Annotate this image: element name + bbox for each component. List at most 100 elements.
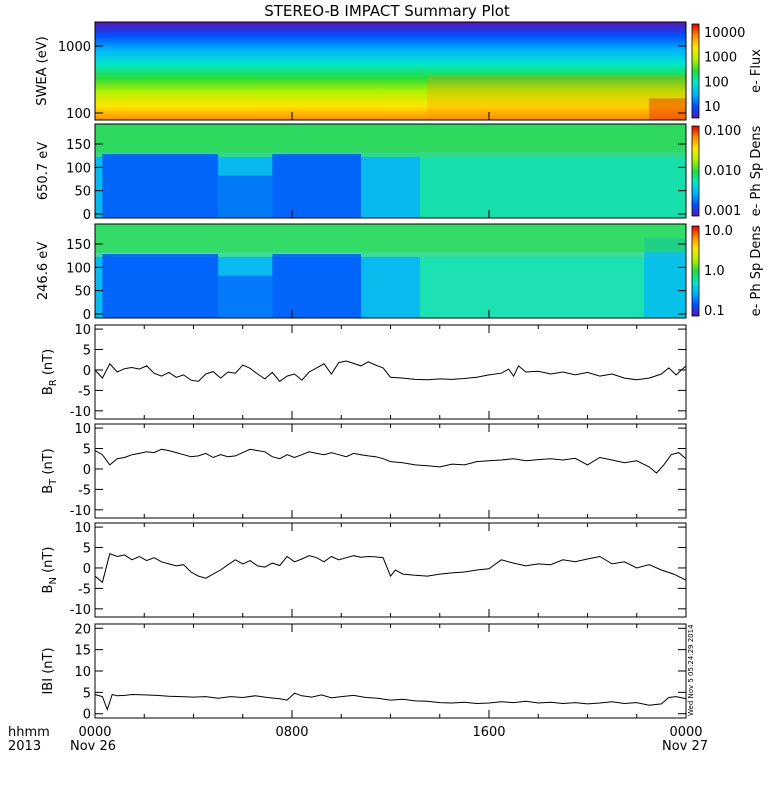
footer-date-end: Nov 27 xyxy=(662,739,708,754)
y-tick-label: 5 xyxy=(83,686,91,701)
colorbar-tick-label: 0.001 xyxy=(704,204,741,219)
y-tick-label: -5 xyxy=(78,384,91,399)
y-tick-label: 0 xyxy=(83,708,91,723)
y-axis-label: BT (nT) xyxy=(41,448,59,494)
colorbar xyxy=(691,23,700,119)
spectrogram-enhancement xyxy=(649,98,686,120)
colorbar xyxy=(691,225,700,317)
colorbar-tick-label: 0.1 xyxy=(704,304,725,319)
y-tick-label: 50 xyxy=(74,285,91,300)
panel-frame xyxy=(94,123,687,219)
footer-year-label: 2013 xyxy=(8,739,41,754)
colorbar xyxy=(691,125,700,217)
y-axis-label: 246.6 eV xyxy=(36,242,51,300)
y-axis-label: BN (nT) xyxy=(41,547,59,594)
y-tick-label: 100 xyxy=(66,161,91,176)
y-axis-label-unit: (nT) xyxy=(41,349,56,379)
y-axis-label-unit: (nT) xyxy=(41,547,56,577)
y-tick-label: 0 xyxy=(83,463,91,478)
y-axis-label-main: B xyxy=(41,386,56,395)
y-tick-label: -5 xyxy=(78,582,91,597)
y-axis-label-sub: R xyxy=(48,379,59,386)
y-tick-label: 20 xyxy=(74,622,91,637)
y-axis-label-main: IBI xyxy=(41,678,56,695)
spectrogram-enhancement xyxy=(427,75,686,120)
line-panel-6: 10 5 0 -5 -10 BN (nT) xyxy=(41,521,687,618)
panel-frame xyxy=(94,623,687,719)
colorbar-tick-label: 10 xyxy=(704,100,721,115)
series-line xyxy=(94,692,687,712)
plot-title: STEREO-B IMPACT Summary Plot xyxy=(264,2,510,20)
colorbar-label: e- Ph Sp Dens xyxy=(749,225,764,316)
colorbar-tick-label: 0.010 xyxy=(704,164,741,179)
x-tick-label: 0800 xyxy=(275,725,308,740)
series-line xyxy=(94,360,687,383)
x-tick-label: 0000 xyxy=(78,725,111,740)
y-axis-label-sub: N xyxy=(48,577,59,584)
spectrogram-region xyxy=(272,154,361,218)
y-tick-label: 0 xyxy=(83,562,91,577)
spectrogram-panel-2: 150 100 50 0 650.7 eV 0.100 0.010 0.001 e- Ph Sp… xyxy=(36,123,764,223)
spectrogram-region xyxy=(218,175,273,218)
footer-hhmm-label: hhmm xyxy=(8,725,50,740)
y-tick-label: 5 xyxy=(83,443,91,458)
y-tick-label: -10 xyxy=(70,504,91,519)
y-axis-label-unit: (nT) xyxy=(41,448,56,478)
series-line xyxy=(94,553,687,584)
colorbar-label: e- Flux xyxy=(749,49,764,93)
colorbar-tick-label: 10.0 xyxy=(704,224,733,239)
y-tick-label: 150 xyxy=(66,238,91,253)
y-tick-label: 100 xyxy=(66,107,91,122)
y-tick-label: -5 xyxy=(78,483,91,498)
y-tick-label: 10 xyxy=(74,521,91,536)
line-panel-7: 20 15 10 5 0 IBI (nT) xyxy=(41,622,687,723)
y-axis-label: IBI (nT) xyxy=(41,647,56,694)
spectrogram-region xyxy=(420,256,686,318)
y-tick-label: 5 xyxy=(83,542,91,557)
y-tick-label: 150 xyxy=(66,138,91,153)
spectrogram-panel-1: 1000 100 SWEA (eV) 10000 1000 100 10 e- Flux xyxy=(35,21,764,122)
x-tick-label: 0000 xyxy=(669,725,702,740)
y-axis-label-sub: T xyxy=(48,478,59,486)
y-tick-label: 1000 xyxy=(58,40,91,55)
colorbar-tick-label: 100 xyxy=(704,75,729,90)
y-axis-label-main: B xyxy=(41,485,56,494)
y-tick-label: 0 xyxy=(83,308,91,323)
time-axis-footer: hhmm 2013 Nov 26 Nov 27 0000 0800 1600 0000 xyxy=(8,725,708,754)
colorbar-tick-label: 0.100 xyxy=(704,124,741,139)
y-tick-label: 5 xyxy=(83,344,91,359)
y-tick-label: -10 xyxy=(70,603,91,618)
line-panel-4: 10 5 0 -5 -10 BR (nT) xyxy=(41,323,687,420)
y-tick-label: 10 xyxy=(74,422,91,437)
y-tick-label: 10 xyxy=(74,665,91,680)
panel-frame xyxy=(94,223,687,319)
spectrogram-region xyxy=(102,254,219,318)
spectrogram-region xyxy=(272,254,361,318)
y-axis-label: BR (nT) xyxy=(41,349,59,395)
y-tick-label: 50 xyxy=(74,185,91,200)
colorbar-tick-label: 1000 xyxy=(704,51,737,66)
y-axis-label: SWEA (eV) xyxy=(35,36,50,105)
y-tick-label: 100 xyxy=(66,261,91,276)
line-panel-5: 10 5 0 -5 -10 BT (nT) xyxy=(41,422,687,519)
panel-frame xyxy=(94,21,687,121)
series-line xyxy=(94,448,687,474)
y-tick-label: 0 xyxy=(83,364,91,379)
y-axis-label: 650.7 eV xyxy=(36,142,51,200)
y-tick-label: 10 xyxy=(74,323,91,338)
processing-timestamp: Wed Nov 5 05:24:29 2014 xyxy=(687,624,695,716)
spectrogram-region xyxy=(218,275,273,318)
y-tick-label: 0 xyxy=(83,208,91,223)
colorbar-tick-label: 1.0 xyxy=(704,264,725,279)
spectrogram-region xyxy=(95,124,686,153)
spectrogram-region xyxy=(95,224,686,253)
spectrogram-region xyxy=(420,156,686,218)
y-tick-label: 15 xyxy=(74,644,91,659)
spectrogram-region xyxy=(102,154,219,218)
y-axis-label-unit: (nT) xyxy=(41,647,56,677)
footer-date-start: Nov 26 xyxy=(70,739,116,754)
colorbar-label: e- Ph Sp Dens xyxy=(749,125,764,216)
